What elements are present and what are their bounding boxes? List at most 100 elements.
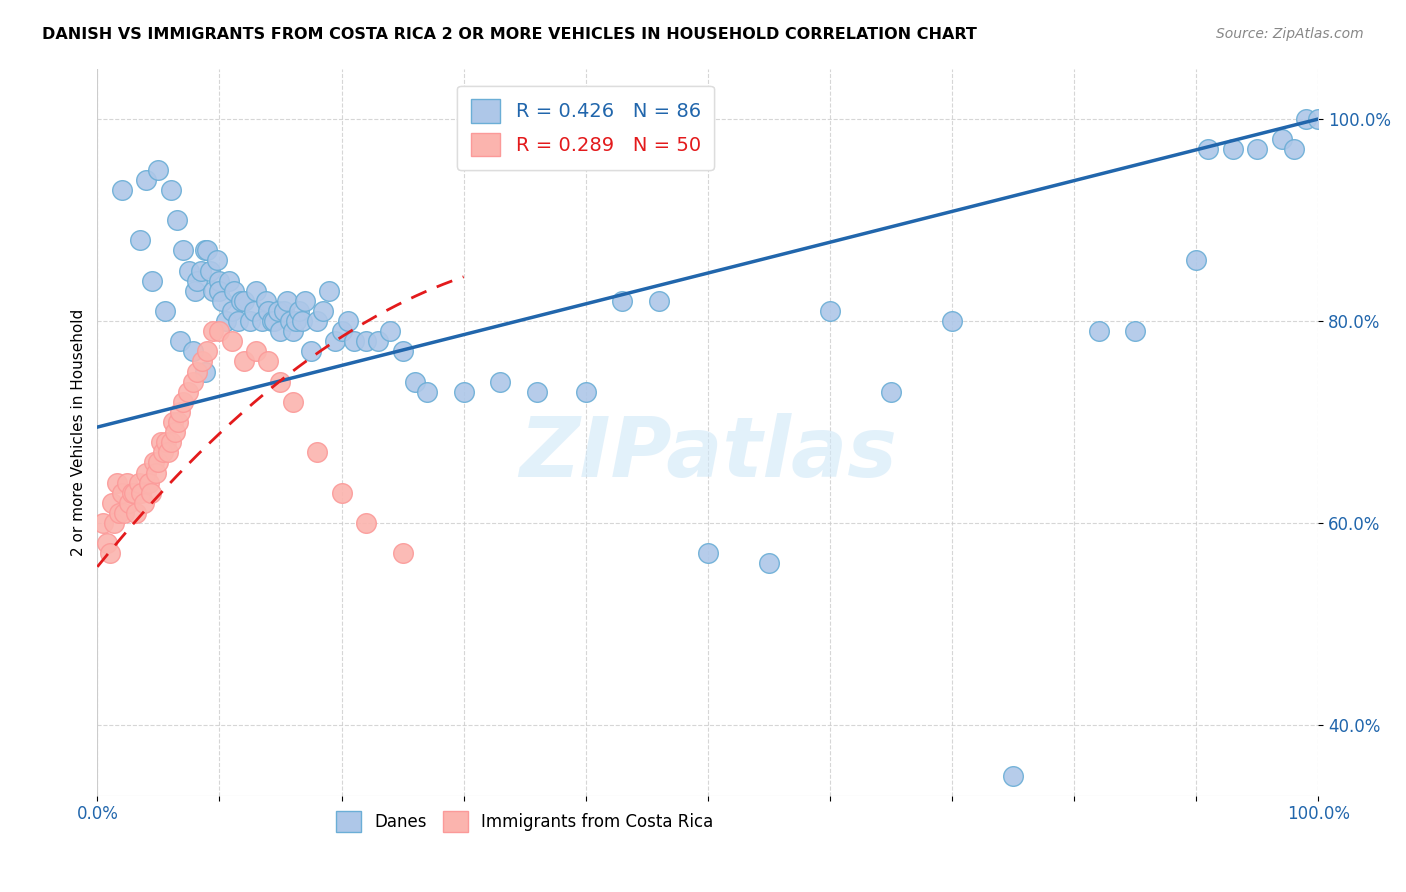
Point (232, 354, 254, 368)
Point (391, 344, 413, 359)
Point (195, 344, 218, 359)
Point (165, 425, 187, 439)
Point (149, 435, 172, 450)
Point (380, 324, 402, 338)
Point (330, 485, 353, 500)
Point (1002, 768, 1025, 782)
Point (139, 485, 162, 500)
Point (307, 314, 329, 328)
Point (612, 293, 634, 308)
Point (142, 455, 165, 469)
Point (276, 293, 298, 308)
Point (98, 546, 121, 560)
Point (118, 496, 141, 510)
Point (1295, 112, 1317, 126)
Point (269, 324, 291, 338)
Text: DANISH VS IMMIGRANTS FROM COSTA RICA 2 OR MORE VEHICLES IN HOUSEHOLD CORRELATION: DANISH VS IMMIGRANTS FROM COSTA RICA 2 O… (42, 27, 977, 42)
Point (214, 314, 236, 328)
Point (281, 394, 304, 409)
Point (245, 284, 267, 298)
Point (195, 244, 218, 258)
Point (169, 405, 191, 419)
Point (239, 314, 262, 328)
Point (880, 384, 903, 399)
Point (177, 263, 200, 277)
Point (208, 324, 231, 338)
Point (141, 274, 163, 288)
Point (281, 324, 304, 338)
Point (318, 284, 340, 298)
Point (172, 394, 194, 409)
Point (325, 334, 347, 349)
Point (159, 183, 181, 197)
Point (128, 475, 150, 490)
Point (148, 162, 170, 177)
Point (1246, 142, 1268, 156)
Text: ZIPatlas: ZIPatlas (519, 414, 897, 494)
Point (226, 314, 249, 328)
Point (157, 445, 180, 459)
Point (211, 293, 233, 308)
Point (138, 475, 160, 490)
Point (312, 304, 335, 318)
Point (115, 475, 138, 490)
Point (131, 485, 153, 500)
Point (575, 384, 598, 399)
Point (1185, 253, 1208, 268)
Point (181, 375, 204, 389)
Point (489, 375, 512, 389)
Point (184, 284, 207, 298)
Point (111, 183, 134, 197)
Point (155, 435, 177, 450)
Point (135, 466, 157, 480)
Point (231, 293, 253, 308)
Point (208, 274, 231, 288)
Point (242, 304, 264, 318)
Point (176, 384, 198, 399)
Legend: R = 0.426   N = 86, R = 0.289   N = 50: R = 0.426 N = 86, R = 0.289 N = 50 (457, 86, 714, 169)
Point (103, 516, 125, 530)
Point (132, 496, 155, 510)
Point (190, 263, 212, 277)
Point (291, 314, 314, 328)
Point (1087, 324, 1109, 338)
Point (285, 314, 308, 328)
Point (105, 475, 128, 490)
Point (254, 293, 277, 308)
Point (391, 546, 413, 560)
Point (222, 284, 245, 298)
Point (111, 485, 134, 500)
Point (257, 304, 280, 318)
Point (208, 284, 231, 298)
Point (205, 253, 228, 268)
Point (159, 435, 181, 450)
Point (294, 293, 316, 308)
Point (416, 384, 439, 399)
Point (1271, 132, 1294, 146)
Point (191, 354, 214, 368)
Point (172, 244, 194, 258)
Point (250, 314, 273, 328)
Point (1308, 112, 1330, 126)
Point (135, 172, 157, 186)
Point (96, 536, 118, 550)
Point (257, 354, 280, 368)
Point (148, 455, 170, 469)
Point (263, 314, 285, 328)
Point (221, 304, 243, 318)
Point (278, 314, 301, 328)
Point (101, 496, 124, 510)
Point (194, 244, 217, 258)
Point (1123, 324, 1146, 338)
Point (198, 263, 221, 277)
Point (202, 324, 225, 338)
Point (648, 293, 671, 308)
Point (299, 344, 322, 359)
Point (186, 274, 208, 288)
Point (1197, 142, 1219, 156)
Point (93, 516, 115, 530)
Point (125, 506, 148, 520)
Point (354, 516, 377, 530)
Point (267, 304, 290, 318)
Point (218, 274, 240, 288)
